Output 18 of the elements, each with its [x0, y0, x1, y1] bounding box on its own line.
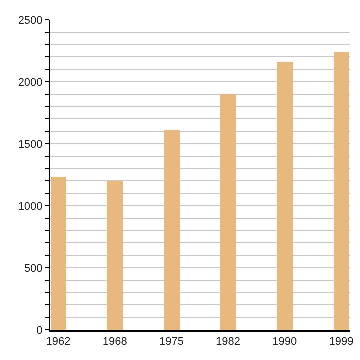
x-tick-label: 1999: [329, 336, 354, 348]
x-tick-label: 1975: [159, 336, 184, 348]
x-tick-label: 1962: [46, 336, 71, 348]
bar: [164, 130, 180, 330]
x-tick-label: 1990: [272, 336, 298, 348]
y-tick-label: 1500: [18, 138, 43, 151]
bar: [51, 177, 66, 330]
y-tick-label: 2000: [18, 76, 43, 89]
x-tick-label: 1968: [102, 336, 128, 348]
bar: [334, 52, 349, 330]
y-tick-label: 1000: [18, 200, 43, 213]
x-tick-label: 1982: [216, 336, 241, 348]
y-tick-label: 500: [24, 262, 43, 275]
y-tick-label: 2500: [18, 14, 43, 27]
bar: [277, 62, 293, 330]
bar: [107, 181, 123, 330]
bar: [220, 94, 236, 330]
y-tick-label: 0: [36, 324, 43, 337]
